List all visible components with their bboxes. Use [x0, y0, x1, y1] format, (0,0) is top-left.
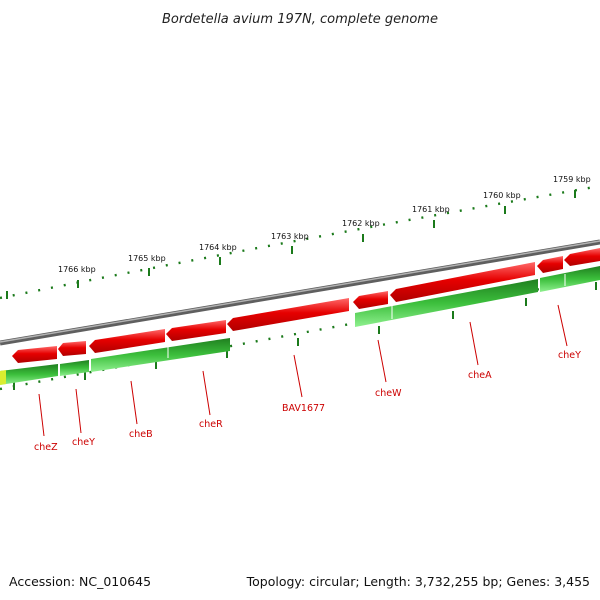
- gene-block-reverse-5[interactable]: [540, 266, 600, 292]
- gene-label-BAV1677: BAV1677: [282, 403, 325, 414]
- gene-block-reverse-2[interactable]: [60, 360, 89, 376]
- outer-major-ticks: [6, 190, 576, 299]
- gene-arrow-cheW[interactable]: [353, 291, 388, 309]
- reverse-strand-genes: [0, 266, 600, 385]
- accession-text: Accession: NC_010645: [9, 574, 151, 589]
- gene-arrow-BAV1677[interactable]: [227, 298, 349, 331]
- kbp-label-1766: 1766 kbp: [58, 265, 96, 274]
- gene-arrow-cheR[interactable]: [166, 320, 226, 341]
- gene-block-reverse-1[interactable]: [0, 364, 58, 385]
- gene-arrow-cheY-left[interactable]: [58, 341, 86, 356]
- kbp-label-1760: 1760 kbp: [483, 191, 521, 200]
- gene-arrow-cheA[interactable]: [390, 262, 535, 302]
- gene-arrow-cheZ[interactable]: [12, 346, 57, 363]
- kbp-label-1762: 1762 kbp: [342, 219, 380, 228]
- map-title: Bordetella avium 197N, complete genome: [162, 12, 438, 27]
- kbp-label-1759: 1759 kbp: [553, 175, 591, 184]
- gene-label-cheB: cheB: [129, 429, 153, 440]
- inner-major-ticks: [13, 282, 597, 390]
- gene-arrow-cheY-right[interactable]: [564, 248, 600, 266]
- gene-arrow-small-right[interactable]: [537, 256, 563, 273]
- gene-label-cheZ: cheZ: [34, 442, 58, 453]
- topology-summary-text: Topology: circular; Length: 3,732,255 bp…: [246, 574, 590, 589]
- forward-strand-genes: [12, 248, 600, 363]
- gene-label-cheY-left: cheY: [72, 437, 95, 448]
- gene-labels: cheZ cheY cheB cheR BAV1677 cheW cheA ch…: [34, 304, 581, 453]
- gene-block-reverse-4[interactable]: [355, 279, 538, 327]
- genome-backbone: [0, 239, 600, 346]
- kbp-label-1764: 1764 kbp: [199, 243, 237, 252]
- gene-label-cheR: cheR: [199, 419, 223, 430]
- kbp-label-1763: 1763 kbp: [271, 232, 309, 241]
- outer-ruler: [0, 184, 600, 300]
- gene-block-reverse-3[interactable]: [91, 338, 230, 372]
- gene-label-cheY-right: cheY: [558, 350, 581, 361]
- gene-label-cheA: cheA: [468, 370, 492, 381]
- gene-label-cheW: cheW: [375, 388, 402, 399]
- gene-arrow-cheB[interactable]: [89, 329, 165, 353]
- kbp-label-1761: 1761 kbp: [412, 205, 450, 214]
- kbp-label-1765: 1765 kbp: [128, 254, 166, 263]
